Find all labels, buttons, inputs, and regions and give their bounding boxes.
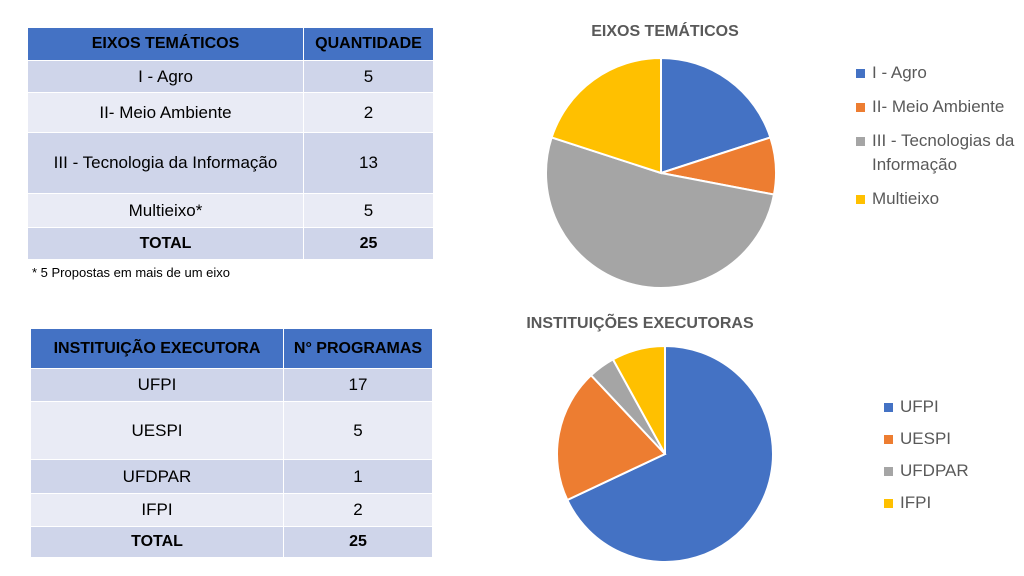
cell-axis-count: 13 — [303, 132, 434, 194]
table-footnote: * 5 Propostas em mais de um eixo — [32, 265, 230, 280]
cell-axis-name: III - Tecnologia da Informação — [27, 132, 304, 194]
header-instituicao-executora: INSTITUIÇÃO EXECUTORA — [30, 328, 284, 369]
table-header-row: EIXOS TEMÁTICOS QUANTIDADE — [27, 27, 434, 61]
legend-label: I - Agro — [872, 63, 927, 82]
cell-institution-name: UFPI — [30, 368, 284, 402]
legend-label: III - Tecnologias da Informação — [872, 131, 1015, 174]
cell-program-count: 17 — [283, 368, 433, 402]
table-total-row: TOTAL 25 — [30, 526, 433, 558]
total-label: TOTAL — [30, 526, 284, 558]
cell-axis-count: 2 — [303, 92, 434, 133]
legend-eixos: I - Agro II- Meio Ambiente III - Tecnologi… — [856, 61, 1021, 221]
cell-program-count: 2 — [283, 493, 433, 527]
cell-axis-count: 5 — [303, 193, 434, 228]
total-value: 25 — [303, 227, 434, 260]
cell-axis-name: I - Agro — [27, 60, 304, 93]
legend-swatch — [856, 195, 865, 204]
legend-label: II- Meio Ambiente — [872, 97, 1005, 116]
cell-axis-name: Multieixo* — [27, 193, 304, 228]
legend-label: Multieixo — [872, 189, 940, 208]
pie-slice-1-3 — [611, 344, 666, 455]
cell-program-count: 5 — [283, 401, 433, 460]
legend-item-1-0: UFPI — [884, 395, 1014, 419]
legend-item-0-1: II- Meio Ambiente — [856, 95, 1021, 119]
chart-title-instituicoes: INSTITUIÇÕES EXECUTORAS — [526, 315, 754, 332]
pie-slice-0-3 — [550, 56, 662, 175]
legend-label: IFPI — [900, 493, 932, 512]
table-row: Multieixo* 5 — [27, 193, 434, 228]
header-quantidade: QUANTIDADE — [303, 27, 434, 61]
legend-label: UFDPAR — [900, 461, 969, 480]
cell-axis-count: 5 — [303, 60, 434, 93]
legend-swatch — [884, 435, 893, 444]
table-header-row: INSTITUIÇÃO EXECUTORA N° PROGRAMAS — [30, 328, 433, 369]
legend-label: UFPI — [900, 397, 939, 416]
total-label: TOTAL — [27, 227, 304, 260]
legend-swatch — [884, 403, 893, 412]
table-row: UFPI 17 — [30, 368, 433, 402]
header-n-programas: N° PROGRAMAS — [283, 328, 433, 369]
cell-program-count: 1 — [283, 459, 433, 494]
table-row: III - Tecnologia da Informação 13 — [27, 132, 434, 194]
pie-slice-1-1 — [556, 373, 667, 502]
legend-item-1-1: UESPI — [884, 427, 1014, 451]
legend-swatch — [856, 103, 865, 112]
legend-item-1-2: UFDPAR — [884, 459, 1014, 483]
pie-slice-1-0 — [565, 344, 774, 563]
pie-slice-0-2 — [545, 136, 776, 289]
table-row: IFPI 2 — [30, 493, 433, 527]
table-row: UFDPAR 1 — [30, 459, 433, 494]
legend-swatch — [856, 137, 865, 146]
thematic-axes-table: EIXOS TEMÁTICOS QUANTIDADE I - Agro 5 II… — [27, 27, 434, 260]
table-total-row: TOTAL 25 — [27, 227, 434, 260]
legend-label: UESPI — [900, 429, 952, 448]
legend-item-1-3: IFPI — [884, 491, 1014, 515]
cell-institution-name: UFDPAR — [30, 459, 284, 494]
legend-swatch — [884, 467, 893, 476]
total-value: 25 — [283, 526, 433, 558]
chart-title-eixos: EIXOS TEMÁTICOS — [591, 23, 739, 40]
pie-slice-0-0 — [660, 56, 772, 175]
cell-institution-name: IFPI — [30, 493, 284, 527]
legend-swatch — [884, 499, 893, 508]
legend-instituicoes: UFPI UESPI UFDPAR IFPI — [884, 395, 1014, 523]
legend-item-0-0: I - Agro — [856, 61, 1021, 85]
table-row: I - Agro 5 — [27, 60, 434, 93]
header-eixos-tematicos: EIXOS TEMÁTICOS — [27, 27, 304, 61]
legend-swatch — [856, 69, 865, 78]
legend-item-0-3: Multieixo — [856, 187, 1021, 211]
pie-chart-eixos — [545, 56, 777, 289]
table-row: II- Meio Ambiente 2 — [27, 92, 434, 133]
table-row: UESPI 5 — [30, 401, 433, 460]
executing-institution-table: INSTITUIÇÃO EXECUTORA N° PROGRAMAS UFPI … — [30, 328, 433, 558]
cell-axis-name: II- Meio Ambiente — [27, 92, 304, 133]
pie-chart-instituicoes — [556, 344, 774, 563]
legend-item-0-2: III - Tecnologias da Informação — [856, 129, 1021, 177]
cell-institution-name: UESPI — [30, 401, 284, 460]
